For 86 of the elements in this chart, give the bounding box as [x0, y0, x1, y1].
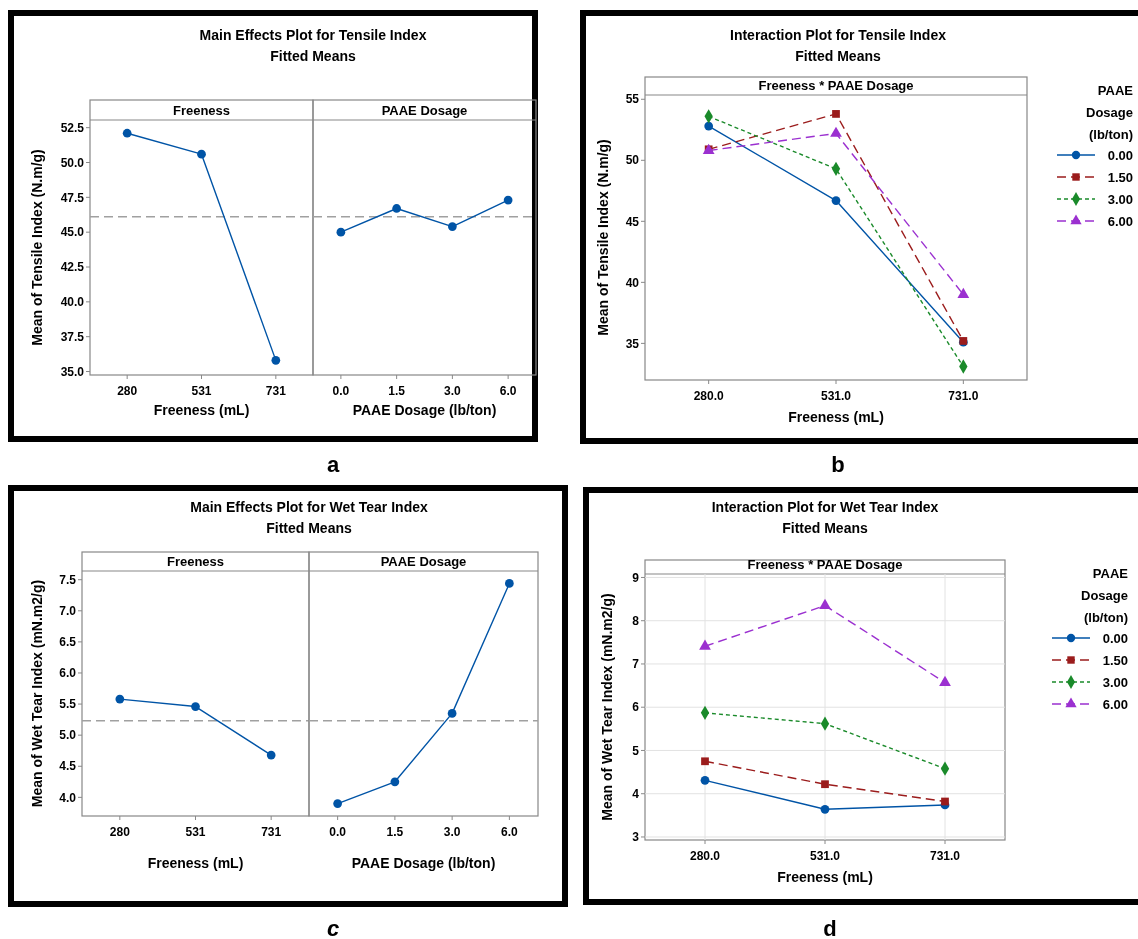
chart-subtitle: Fitted Means: [782, 520, 868, 536]
y-tick-label: 50: [625, 153, 640, 168]
x-axis-title: Freeness (mL): [153, 402, 250, 418]
x-tick-label: 731: [261, 825, 282, 839]
chart-subtitle: Fitted Means: [266, 520, 352, 536]
x-tick-label: 0.0: [329, 825, 347, 839]
x-tick-label: 531: [191, 384, 212, 398]
legend-title: PAAE Dosage (lb/ton): [1086, 83, 1134, 142]
x-axis-title: PAAE Dosage (lb/ton): [351, 855, 496, 871]
x-tick-label: 280.0: [693, 389, 725, 403]
y-tick-label: 4.0: [59, 790, 77, 805]
x-axis-title: Freeness (mL): [788, 409, 884, 425]
text: a: [326, 452, 340, 477]
chart-title: Main Effects Plot for Tensile Index: [199, 27, 427, 43]
y-tick-label: 35.0: [60, 364, 85, 379]
x-tick-label: 6.0: [501, 825, 519, 839]
legend-title: PAAE Dosage (lb/ton): [1081, 566, 1129, 625]
legend-label: 1.50: [1107, 169, 1133, 185]
legend-label: 3.00: [1107, 191, 1133, 207]
legend-label: 6.00: [1107, 213, 1133, 229]
y-tick-label: 3: [632, 830, 640, 845]
text: PAAE Dosage: [381, 103, 468, 118]
y-tick-label: 37.5: [60, 329, 85, 344]
x-tick-label: 1.5: [388, 384, 406, 398]
y-tick-label: 40.0: [60, 295, 85, 310]
y-tick-label: 45: [625, 214, 640, 229]
x-axis-title: Freeness (mL): [147, 855, 244, 871]
x-tick-label: 731.0: [929, 849, 961, 863]
y-tick-label: 6.5: [59, 635, 77, 650]
y-tick-label: 55: [625, 92, 640, 107]
chart-title: Main Effects Plot for Wet Tear Index: [190, 499, 428, 515]
y-tick-label: 45.0: [60, 225, 85, 240]
y-tick-label: 7.5: [59, 572, 77, 587]
y-axis-title: Mean of Wet Tear Index (mN.m2/g): [599, 593, 615, 821]
x-tick-label: 731.0: [948, 389, 979, 403]
y-tick-label: 5.5: [59, 697, 77, 712]
x-tick-label: 280: [109, 825, 131, 839]
legend-label: 3.00: [1102, 674, 1128, 690]
y-tick-label: 5.0: [59, 728, 77, 743]
y-tick-label: 8: [632, 613, 640, 628]
legend-label: 6.00: [1102, 696, 1128, 712]
chart-subtitle: Fitted Means: [270, 48, 356, 64]
x-tick-label: 1.5: [386, 825, 404, 839]
text: b: [831, 452, 845, 477]
y-tick-label: 6: [632, 700, 640, 715]
x-tick-label: 731: [265, 384, 287, 398]
y-tick-label: 4.5: [59, 759, 77, 774]
x-axis-title: PAAE Dosage (lb/ton): [352, 402, 497, 418]
x-axis-title: Freeness (mL): [777, 869, 873, 885]
y-tick-label: 7: [632, 657, 640, 672]
y-tick-label: 50.0: [60, 155, 85, 170]
text: PAAE Dosage: [380, 554, 467, 569]
y-tick-label: 52.5: [60, 120, 85, 135]
legend-label: 0.00: [1102, 630, 1128, 646]
x-tick-label: 280.0: [689, 849, 721, 863]
y-tick-label: 6.0: [59, 666, 77, 681]
chart-subtitle: Fitted Means: [795, 48, 881, 64]
text: c: [326, 916, 340, 939]
y-tick-label: 7.0: [59, 604, 77, 618]
chart-title: Interaction Plot for Wet Tear Index: [711, 499, 939, 515]
y-tick-label: 40: [625, 275, 640, 290]
x-tick-label: 531.0: [820, 389, 852, 403]
x-tick-label: 531.0: [809, 849, 841, 863]
x-tick-label: 6.0: [499, 384, 517, 398]
y-tick-label: 42.5: [60, 260, 85, 275]
x-tick-label: 280: [117, 384, 138, 398]
text: Freeness * PAAE Dosage: [758, 78, 914, 93]
y-axis-title: Mean of Tensile Index (N.m/g): [595, 139, 611, 336]
y-tick-label: 47.5: [60, 190, 85, 205]
text: d: [823, 916, 837, 939]
y-axis-title: Mean of Tensile Index (N.m/g): [29, 149, 45, 346]
x-tick-label: 3.0: [443, 825, 461, 839]
text: Freeness: [166, 554, 225, 569]
x-tick-label: 3.0: [444, 384, 462, 398]
text: Freeness * PAAE Dosage: [747, 557, 903, 572]
x-tick-label: 0.0: [332, 384, 350, 398]
y-tick-label: 35: [625, 336, 640, 351]
legend-label: 0.00: [1107, 147, 1133, 163]
y-axis-title: Mean of Wet Tear Index (mN.m2/g): [29, 579, 45, 808]
x-tick-label: 531: [185, 825, 206, 839]
y-tick-label: 5: [632, 743, 640, 758]
legend-label: 1.50: [1102, 652, 1128, 668]
y-tick-label: 4: [632, 786, 640, 801]
y-tick-label: 9: [632, 570, 640, 585]
chart-title: Interaction Plot for Tensile Index: [730, 27, 947, 43]
text: Freeness: [172, 103, 231, 118]
